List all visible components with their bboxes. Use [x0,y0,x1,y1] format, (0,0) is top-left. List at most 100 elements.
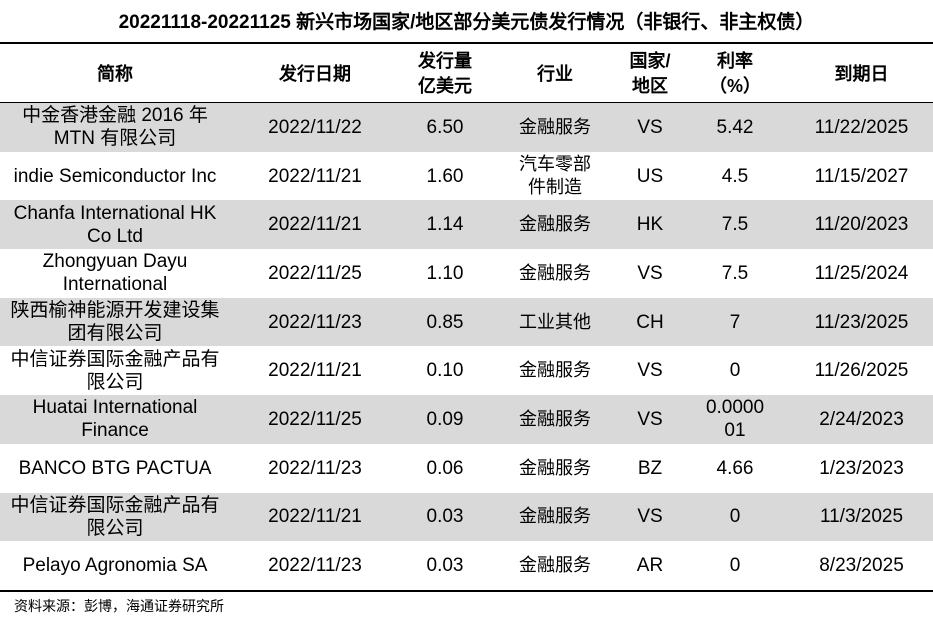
table-cell: AR [636,555,664,577]
table-cell: 2022/11/23 [268,555,362,577]
table-cell: 金融服务 [519,360,591,381]
table-cell: 11/23/2025 [790,297,933,347]
table-cell: 6.50 [400,102,490,152]
table-cell: BANCO BTG PACTUA [18,457,212,479]
header-cell: 国家/地区 [620,46,680,103]
table-cell: 1.10 [426,262,464,284]
header-cell: 到期日 [790,46,933,103]
header-cell: 发行日期 [230,46,400,103]
table-cell: 2022/11/23 [230,297,400,347]
table-cell: 金融服务 [490,492,620,542]
table-cell: 7 [680,297,790,347]
table-row: Pelayo Agronomia SA 2022/11/23 0.03 金融服务 AR 0… [0,541,933,591]
table-cell: HK [620,200,680,250]
table-cell: 0.09 [400,395,490,444]
table-cell: Chanfa International HK Co Ltd [0,200,230,250]
header-cell: 发行量 亿美元 [400,46,490,103]
table-row: 中信证券国际金融产品有限公司 2022/11/21 0.10 金融服务 VS 0 11/26… [0,346,933,395]
table-cell: 11/22/2025 [790,102,933,152]
table-cell: VS [620,395,680,444]
table-cell: US [636,165,664,187]
table-cell: 11/20/2023 [790,200,933,250]
table-cell: 金融服务 [490,102,620,152]
table-cell: CH [620,297,680,347]
table-cell: VS [637,360,663,382]
table-cell: VS [620,492,680,542]
table-cell: 5.42 [680,102,790,152]
table-cell: indie Semiconductor Inc [13,165,217,187]
table-cell: 2022/11/21 [268,165,362,187]
table-cell: VS [620,102,680,152]
table-cell: 2/24/2023 [790,395,933,444]
table-cell: 金融服务 [519,555,591,576]
table-row: Huatai International Finance 2022/11/25 0.… [0,395,933,444]
table-cell: BZ [637,457,663,479]
table-cell: VS [637,262,663,284]
header-line: （%） [708,76,761,96]
table-cell: 1/23/2023 [819,457,904,479]
table-cell: 0.03 [426,555,464,577]
source-note: 资料来源：彭博，海通证券研究所 [14,598,224,614]
table-cell: 0 [729,555,741,577]
header-row: 简称 发行日期 发行量亿美元 行业 国家/地区 利率 （%） 到期日 [0,46,933,103]
table-cell: 0.06 [426,457,464,479]
table-cell: 11/25/2024 [814,262,909,284]
table-cell: 金融服务 [490,395,620,444]
table-cell: 8/23/2025 [819,555,904,577]
table-cell: Zhongyuan Dayu International [42,251,188,296]
table-cell: 2022/11/23 [268,457,362,479]
table-cell: Huatai International Finance [0,395,230,444]
table-cell: 0 [729,360,741,382]
table-cell: 0.000001 [680,395,790,444]
table-cell: 1.60 [426,165,464,187]
header-line: 到期日 [834,63,889,84]
table-row: 陕西榆神能源开发建设集团有限公司 2022/11/23 0.85 工业其他 CH 7 11/… [0,297,933,347]
table-cell: 7.5 [680,200,790,250]
table-cell: 4.5 [721,165,749,187]
table-cell: 中信证券国际金融产品有限公司 [10,348,220,393]
table-cell: 0.03 [400,492,490,542]
table-cell: 汽车零部件制造 [519,154,591,198]
table-body: 中金香港金融 2016 年 MTN 有限公司 2022/11/22 6.50 金融服务… [0,102,933,591]
table-cell: 金融服务 [519,457,591,478]
table-cell: 金融服务 [490,200,620,250]
table-cell: 1.14 [400,200,490,250]
header-line: 亿美元 [418,76,472,96]
header-line: 发行日期 [279,63,351,84]
header-line: 地区 [632,76,668,96]
table-cell: 11/15/2027 [814,165,909,187]
table-cell: Pelayo Agronomia SA [22,555,208,577]
table-row: 中金香港金融 2016 年 MTN 有限公司 2022/11/22 6.50 金融服务… [0,102,933,152]
table-cell: 2022/11/22 [230,102,400,152]
table-cell: 工业其他 [490,297,620,347]
table-cell: 7.5 [721,262,749,284]
table-cell: 11/3/2025 [790,492,933,542]
table-title: 20221118-20221125 新兴市场国家/地区部分美元债发行情况（非银行… [0,0,933,44]
table-cell: 陕西榆神能源开发建设集团有限公司 [0,297,230,347]
table-cell: 2022/11/25 [230,395,400,444]
header-line: 简称 [97,63,133,84]
table-row: Zhongyuan Dayu International 2022/11/25 1.… [0,249,933,298]
header-cell: 利率 （%） [680,46,790,103]
table-cell: 2022/11/21 [230,200,400,250]
table-row: 中信证券国际金融产品有限公司 2022/11/21 0.03 金融服务 VS 0 11/3/… [0,492,933,542]
table-cell: 0.85 [400,297,490,347]
table-cell: 2022/11/25 [268,262,362,284]
table-cell: 金融服务 [519,262,591,283]
table-row: BANCO BTG PACTUA 2022/11/23 0.06 金融服务 BZ 4.66… [0,444,933,493]
bond-table: 简称 发行日期 发行量亿美元 行业 国家/地区 利率 （%） 到期日 中金香港金融 2016 … [0,46,933,592]
table-row: indie Semiconductor Inc 2022/11/21 1.60 汽车零… [0,152,933,201]
header-line: 发行量 [418,51,472,71]
table-cell: 4.66 [716,457,754,479]
table-cell: 11/26/2025 [814,360,909,382]
table-cell: 2022/11/21 [268,360,362,382]
header-line: 利率 [717,51,753,71]
table-cell: 0 [680,492,790,542]
header-cell: 简称 [0,46,230,103]
header-cell: 行业 [490,46,620,103]
table-cell: 中信证券国际金融产品有限公司 [0,492,230,542]
table-cell: 中金香港金融 2016 年 MTN 有限公司 [0,102,230,152]
header-line: 行业 [537,63,573,84]
table-cell: 2022/11/21 [230,492,400,542]
